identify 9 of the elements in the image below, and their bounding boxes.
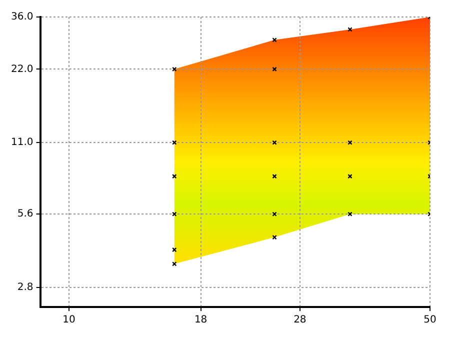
- x-tick-label: 28: [294, 314, 306, 326]
- x-tick-label: 18: [194, 314, 208, 326]
- y-tick-label: 5.6: [17, 208, 34, 220]
- x-tick-label: 50: [424, 314, 436, 326]
- x-tick-label: 10: [62, 314, 76, 326]
- y-tick-label: 36.0: [11, 12, 34, 23]
- y-tick-label: 11.0: [11, 137, 34, 148]
- y-tick-label: 22.0: [11, 64, 34, 75]
- y-tick-label: 2.8: [17, 282, 34, 294]
